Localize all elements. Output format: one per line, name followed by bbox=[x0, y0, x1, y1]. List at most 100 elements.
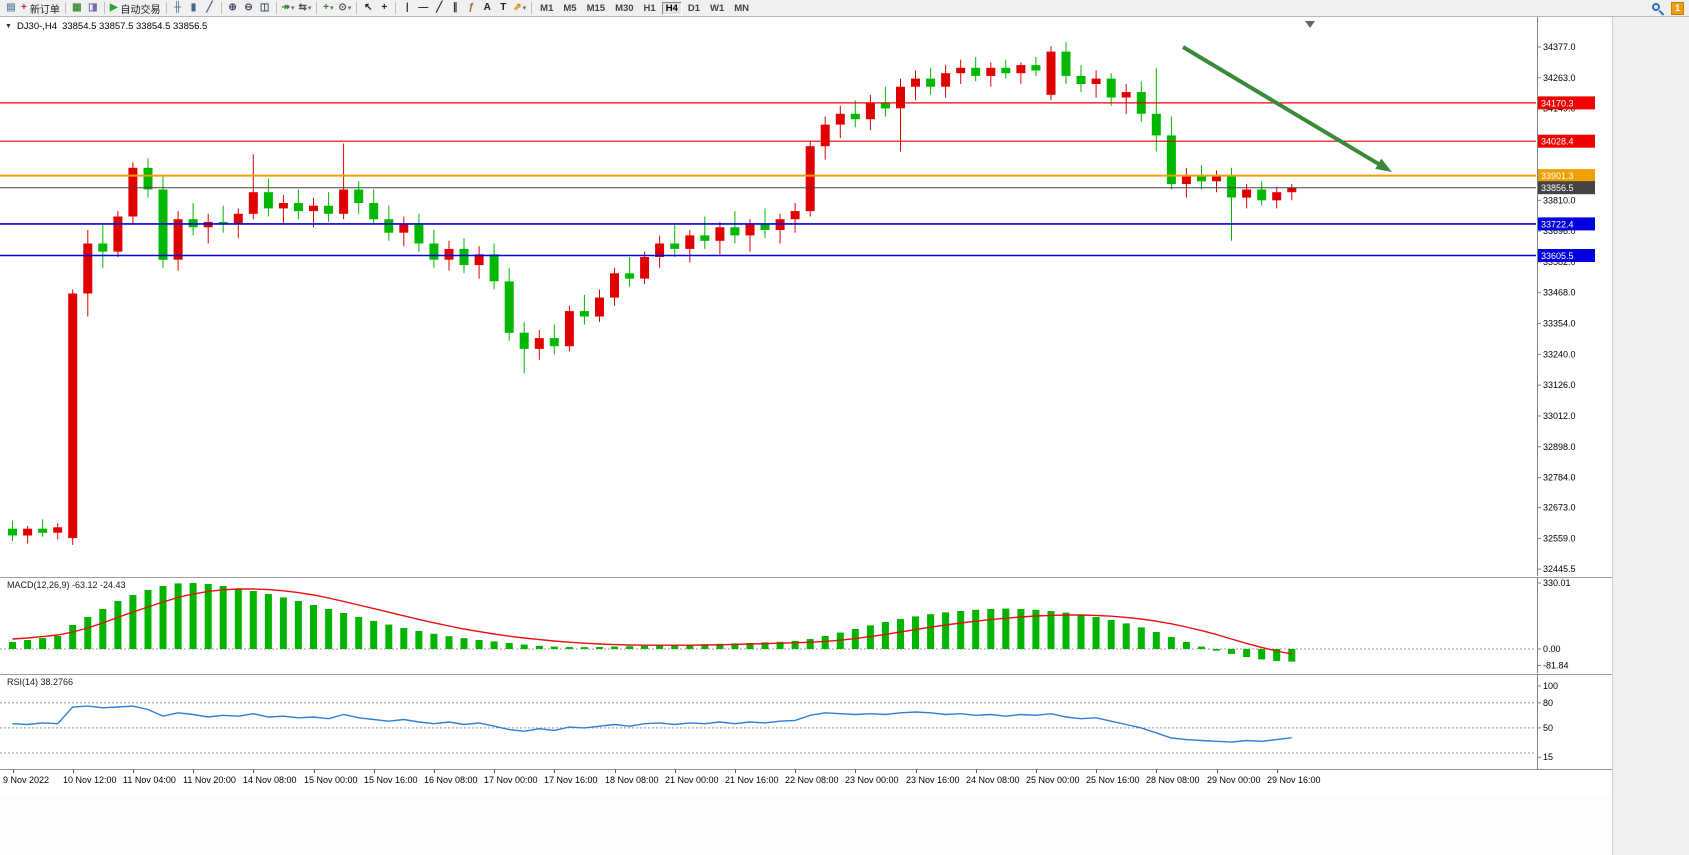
time-tick bbox=[795, 770, 796, 773]
candle bbox=[1031, 57, 1041, 76]
candle bbox=[1121, 84, 1131, 114]
time-tick bbox=[1217, 770, 1218, 773]
new-order-label: 新订单 bbox=[29, 4, 60, 16]
zoom-in-icon[interactable]: ⊕ bbox=[225, 1, 241, 16]
candle bbox=[835, 105, 845, 139]
period-icon[interactable]: ⊙ ▾ bbox=[336, 1, 353, 16]
main-chart[interactable]: 34377.034263.034149.033810.033696.033582… bbox=[0, 17, 1689, 576]
fibonacci-icon[interactable]: ƒ bbox=[463, 1, 479, 16]
time-tick bbox=[133, 770, 134, 773]
search-button[interactable] bbox=[1650, 1, 1667, 16]
candle bbox=[8, 520, 17, 541]
candle bbox=[158, 175, 168, 268]
candle bbox=[986, 62, 996, 87]
candle bbox=[956, 59, 966, 84]
candle bbox=[474, 246, 484, 279]
cursor-icon[interactable]: ↖ bbox=[360, 1, 376, 16]
candle bbox=[1257, 181, 1267, 206]
price-axis-label: 32445.5 bbox=[1543, 564, 1576, 574]
timeframe-H1[interactable]: H1 bbox=[643, 2, 656, 14]
candle bbox=[173, 211, 183, 271]
toolbar-separator bbox=[395, 2, 397, 14]
candlestick-chart-icon[interactable]: ▮ bbox=[186, 1, 202, 16]
time-label: 28 Nov 08:00 bbox=[1146, 775, 1200, 785]
trend-arrow-annotation[interactable] bbox=[1181, 45, 1392, 172]
chart-window-icon[interactable]: ▤ bbox=[3, 1, 19, 16]
timeframe-M30[interactable]: M30 bbox=[615, 2, 634, 14]
add-indicator-icon[interactable]: + ▾ bbox=[320, 1, 336, 16]
symbol-period-label: DJ30-,H4 bbox=[16, 21, 58, 32]
candle bbox=[489, 243, 499, 290]
line-chart-icon[interactable]: ╱ bbox=[202, 1, 218, 16]
time-tick bbox=[675, 770, 676, 773]
time-label: 23 Nov 00:00 bbox=[845, 775, 899, 785]
macd-axis-label: -81.84 bbox=[1543, 660, 1569, 670]
arrow-tools-icon: ⇗ bbox=[513, 2, 522, 13]
timeframe-M15[interactable]: M15 bbox=[586, 2, 606, 14]
timeframe-MN[interactable]: MN bbox=[734, 2, 750, 14]
charts-icon[interactable]: ▦ bbox=[69, 1, 85, 16]
candle bbox=[278, 194, 288, 225]
time-axis[interactable]: 9 Nov 2022 10 Nov 12:00 11 Nov 04:00 11 Nov… bbox=[0, 769, 1689, 795]
timeframe-H4[interactable]: H4 bbox=[661, 1, 682, 15]
candle bbox=[203, 213, 213, 244]
equidistant-channel-icon[interactable]: ∥ bbox=[447, 1, 463, 16]
candle bbox=[625, 257, 635, 287]
autotrading-button[interactable]: ▶ 自动交易 bbox=[108, 1, 163, 16]
timeframe-D1[interactable]: D1 bbox=[687, 2, 701, 14]
label-icon[interactable]: T bbox=[495, 1, 511, 16]
chart-shift-marker[interactable] bbox=[1305, 21, 1315, 28]
time-label: 25 Nov 16:00 bbox=[1086, 775, 1140, 785]
timeframe-M1[interactable]: M1 bbox=[540, 2, 554, 14]
candle bbox=[610, 267, 619, 306]
rsi-panel: 100 80 50 15 bbox=[0, 674, 1689, 769]
text-icon[interactable]: A bbox=[479, 1, 495, 16]
line-chart-icon: ╱ bbox=[206, 2, 213, 13]
price-axis-label: 32784.0 bbox=[1543, 473, 1576, 483]
horizontal-line-icon[interactable]: — bbox=[415, 1, 431, 16]
crosshair-icon[interactable]: + bbox=[376, 1, 392, 16]
svg-text:34028.4: 34028.4 bbox=[1541, 137, 1574, 147]
timeframe-W1[interactable]: W1 bbox=[710, 2, 725, 14]
bars-chart-icon[interactable]: ╫ bbox=[170, 1, 186, 16]
svg-text:34170.3: 34170.3 bbox=[1541, 98, 1574, 108]
time-label: 15 Nov 16:00 bbox=[364, 775, 418, 785]
new-order-button[interactable]: + 新订单 bbox=[19, 1, 62, 16]
candle bbox=[790, 203, 800, 233]
zoom-out-icon: ⊖ bbox=[244, 2, 253, 13]
timeframe-M5[interactable]: M5 bbox=[563, 2, 577, 14]
arrow-tools-icon[interactable]: ⇗ ▾ bbox=[511, 1, 528, 16]
zoom-out-icon[interactable]: ⊖ bbox=[241, 1, 257, 16]
fibonacci-icon: ƒ bbox=[468, 2, 475, 13]
chart-shift-icon[interactable]: ⇆ ▾ bbox=[296, 1, 313, 16]
candle bbox=[775, 213, 785, 244]
price-axis-label: 34263.0 bbox=[1543, 73, 1576, 83]
price-tag: 34028.4 bbox=[1538, 134, 1595, 148]
tile-windows-icon[interactable]: ◫ bbox=[257, 1, 273, 16]
candle bbox=[68, 289, 78, 545]
candle bbox=[414, 213, 424, 252]
bars-chart-icon: ╫ bbox=[174, 2, 182, 13]
ohlc-values: 33854.5 33857.5 33854.5 33856.5 bbox=[62, 21, 208, 32]
autotrading-icon: ▶ bbox=[109, 2, 118, 13]
time-label: 21 Nov 00:00 bbox=[665, 775, 719, 785]
macd-label: MACD(12,26,9) -63.12 -24.43 bbox=[7, 580, 126, 590]
candle bbox=[1061, 42, 1071, 84]
svg-text:33722.4: 33722.4 bbox=[1541, 219, 1574, 229]
price-axis-label: 33126.0 bbox=[1543, 380, 1576, 390]
trendline-icon[interactable]: ╱ bbox=[431, 1, 447, 16]
add-indicator-icon: + bbox=[323, 2, 330, 13]
candle bbox=[926, 67, 936, 95]
one-click-dropdown-icon[interactable]: ▼ bbox=[5, 23, 12, 30]
profiles-icon[interactable]: ◨ bbox=[85, 1, 101, 16]
notification-badge[interactable]: 1 bbox=[1671, 1, 1684, 15]
auto-scroll-icon[interactable]: ↠ ▾ bbox=[280, 1, 297, 16]
cursor-icon: ↖ bbox=[364, 2, 373, 13]
vertical-line-icon[interactable]: | bbox=[399, 1, 415, 16]
candle bbox=[248, 154, 258, 220]
price-axis-label: 32673.0 bbox=[1543, 503, 1576, 513]
macd-signal-line bbox=[12, 588, 1292, 655]
price-tag: 33856.5 bbox=[1538, 181, 1595, 195]
candle bbox=[53, 523, 63, 540]
candle bbox=[820, 116, 830, 160]
